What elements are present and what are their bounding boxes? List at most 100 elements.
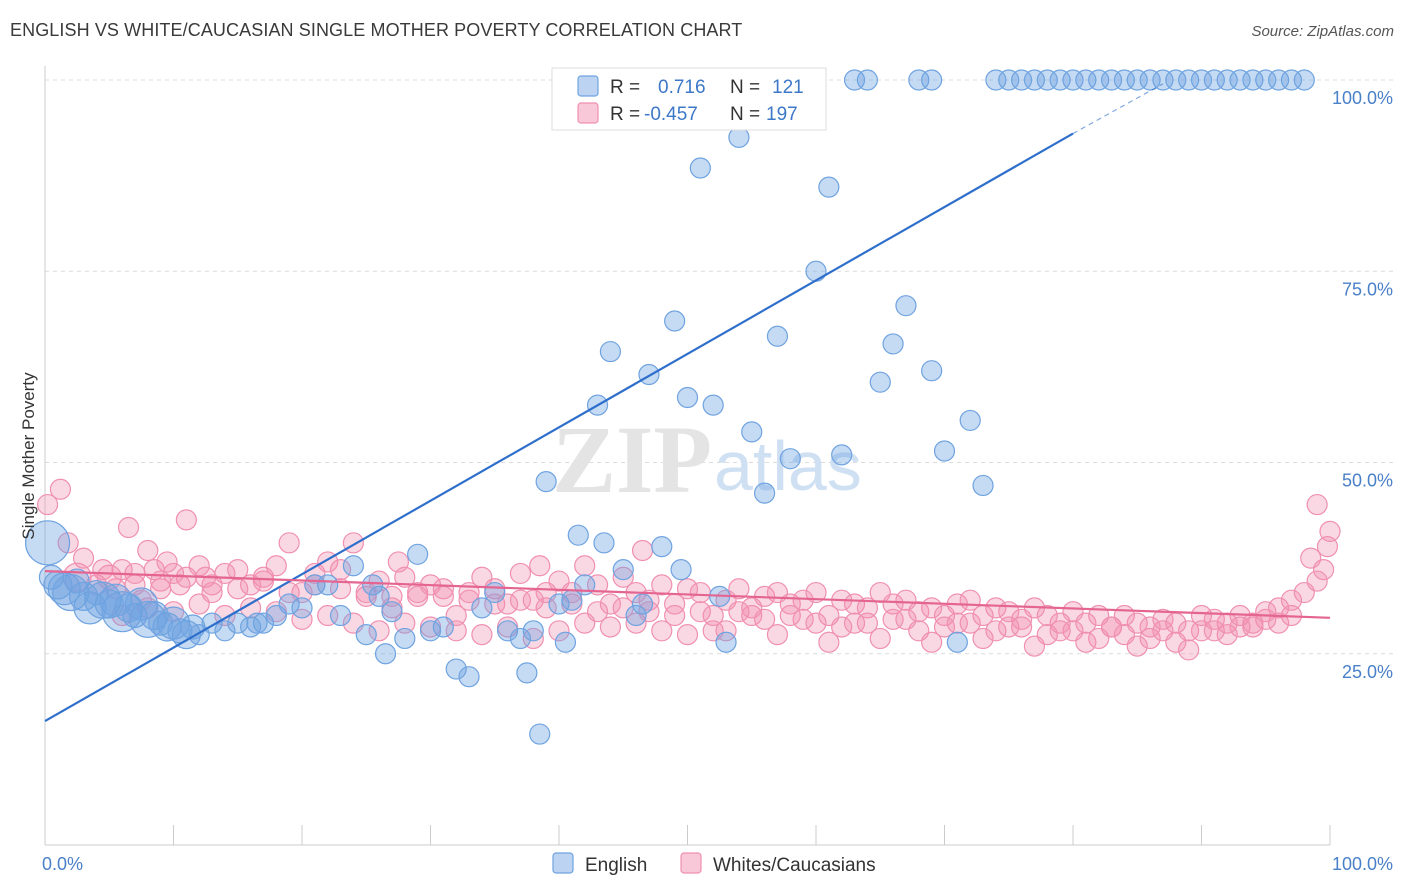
white-point [933,616,956,638]
white-point [1306,493,1328,516]
trend-lines [44,83,1331,723]
english-point [374,643,397,665]
english-point [1113,69,1136,91]
english-point [214,620,236,642]
white-point [715,620,737,642]
y-tick-label: 75.0% [1342,279,1393,299]
legend-english-swatch [577,75,599,97]
white-point [252,570,275,592]
english-point [24,520,71,566]
english-point [516,662,538,684]
english-point [676,386,699,409]
legend-bottom-white-swatch [680,852,702,874]
english-point [1229,69,1251,91]
english-point [246,612,268,634]
watermark-zip: ZIP [552,406,712,513]
white-point [1190,620,1213,642]
english-point [1178,69,1200,91]
english-point [593,532,615,554]
legend-white-r-value: -0.457 [644,104,698,125]
source-label: Source: ZipAtlas.com [1251,23,1394,40]
white-point [1280,589,1303,611]
legend-bottom-english-swatch [552,852,574,874]
legend-english-n-value: 121 [772,77,804,98]
english-point [64,568,90,594]
english-point [471,597,493,619]
english-point [535,471,557,493]
white-point [57,532,79,554]
white-point [1010,616,1033,638]
english-point [1242,69,1264,91]
english-point [509,627,532,650]
white-point [117,516,140,539]
white-point [638,589,660,611]
white-point [676,624,699,646]
white-point [753,608,776,630]
english-point [1190,69,1213,91]
white-point [1139,616,1161,638]
white-point [985,620,1007,642]
english-point [869,371,891,393]
white-point [1152,608,1174,630]
white-trend-line [44,570,1331,619]
english-point [921,69,943,91]
white-point [458,589,480,611]
english-point [1126,69,1148,91]
white-point [586,574,609,596]
english-point [458,666,480,688]
white-point [432,578,454,600]
english-point [843,69,866,91]
white-point [1229,616,1251,638]
english-point [959,409,981,432]
english-point [1100,69,1123,91]
white-point [895,608,917,630]
legend-bottom-english-label: English [585,855,647,876]
english-point [548,593,570,615]
english-point [355,624,377,646]
english-point [1216,69,1238,91]
white-point [946,612,968,634]
white-point [574,555,596,577]
white-point [522,589,544,611]
english-point [329,604,352,627]
white-point [792,589,814,611]
white-point [329,558,352,581]
white-point [818,631,840,653]
white-point [805,581,827,604]
white-point [368,620,390,642]
white-point [599,616,622,638]
english-point [317,574,339,596]
white-point [1306,570,1328,592]
english-point [432,616,454,638]
english-point [895,295,917,317]
white-point [1139,627,1161,650]
english-series-points [24,69,1315,745]
x-tick-label: 0.0% [42,854,83,874]
english-point [651,536,673,558]
white-point [137,539,159,562]
white-point [1267,612,1290,634]
english-point [1165,69,1187,91]
white-point [240,574,262,596]
white-point [1300,547,1322,569]
white-point [445,620,467,642]
english-point [1049,69,1071,91]
white-point [36,493,59,516]
white-point [843,593,866,615]
white-point [972,627,994,650]
english-point [484,581,506,604]
english-point [1280,69,1303,91]
white-point [998,616,1020,638]
white-point [1100,616,1123,638]
white-point [792,608,814,630]
legend-white-n-label: N = [730,104,760,125]
white-point [1075,612,1097,634]
english-point [362,574,384,596]
english-point [567,524,589,546]
y-tick-label: 50.0% [1342,471,1393,491]
white-point [805,612,827,634]
white-point [175,509,197,531]
white-point [381,585,403,607]
english-point [664,310,686,332]
